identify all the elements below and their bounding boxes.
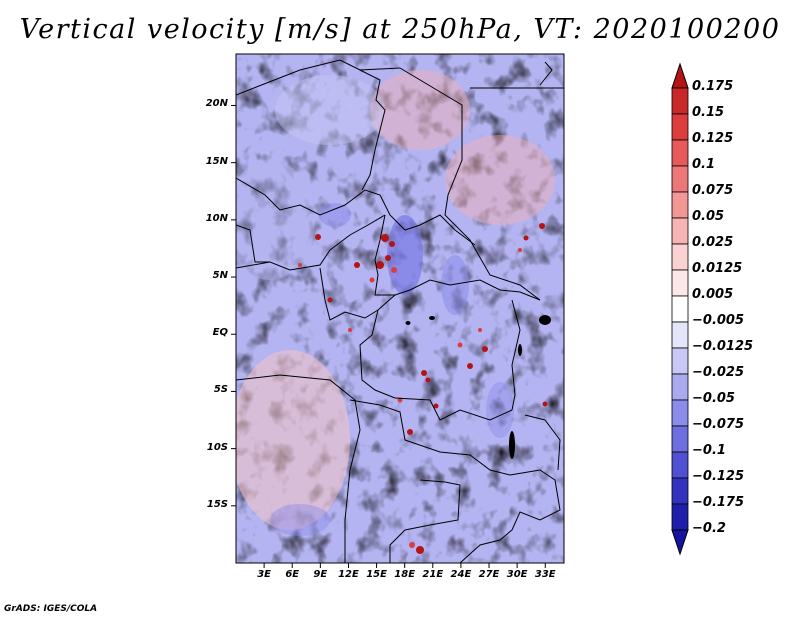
colorbar-top-arrow bbox=[671, 62, 689, 89]
x-tick-label: 30E bbox=[506, 569, 528, 580]
x-tick-label: 21E bbox=[422, 569, 444, 580]
x-tick-label: 18E bbox=[394, 569, 416, 580]
colorbar-swatch bbox=[671, 373, 689, 401]
colorbar-label: −0.0125 bbox=[692, 339, 754, 354]
colorbar-label: 0.125 bbox=[692, 131, 734, 146]
x-tick-label: 24E bbox=[450, 569, 472, 580]
x-tick-label: 33E bbox=[534, 569, 556, 580]
colorbar-swatch bbox=[671, 165, 689, 193]
colorbar-label: 0.15 bbox=[692, 105, 725, 120]
vertical-velocity-field bbox=[236, 54, 564, 563]
colorbar-label: 0.025 bbox=[692, 235, 734, 250]
chart-title: Vertical velocity [m/s] at 250hPa, VT: 2… bbox=[19, 14, 781, 45]
colorbar bbox=[671, 62, 689, 556]
colorbar-label: −0.005 bbox=[692, 313, 745, 328]
colorbar-label: 0.1 bbox=[692, 157, 716, 172]
y-tick-label: 10N bbox=[205, 212, 228, 224]
x-tick-label: 27E bbox=[478, 569, 500, 580]
x-tick-label: 9E bbox=[313, 569, 328, 580]
colorbar-label: −0.05 bbox=[692, 391, 735, 406]
colorbar-swatch bbox=[671, 451, 689, 479]
x-tick-label: 3E bbox=[257, 569, 271, 580]
map-frame bbox=[235, 53, 565, 564]
y-tick-label: 15S bbox=[206, 498, 228, 510]
colorbar-swatch bbox=[671, 321, 689, 349]
credit-text: GrADS: IGES/COLA bbox=[4, 604, 98, 614]
colorbar-label: −0.175 bbox=[692, 495, 745, 510]
colorbar-bottom-arrow bbox=[671, 529, 689, 556]
colorbar-swatch bbox=[671, 295, 689, 323]
colorbar-label: 0.0125 bbox=[692, 261, 743, 276]
x-tick-label: 15E bbox=[366, 569, 387, 580]
lakes bbox=[405, 315, 551, 459]
colorbar-swatch bbox=[671, 191, 689, 219]
y-tick-label: 5N bbox=[212, 270, 228, 282]
country-boundaries bbox=[236, 59, 564, 563]
colorbar-label: −0.125 bbox=[692, 469, 745, 484]
colorbar-label: 0.005 bbox=[692, 287, 734, 302]
colorbar-label: −0.025 bbox=[692, 365, 745, 380]
colorbar-swatch bbox=[671, 347, 689, 375]
y-tick-label: 10S bbox=[206, 441, 228, 453]
colorbar-label: 0.05 bbox=[692, 209, 725, 224]
colorbar-label: −0.075 bbox=[692, 417, 745, 432]
x-tick-label: 12E bbox=[338, 569, 359, 580]
y-tick-label: 20N bbox=[205, 98, 228, 110]
colorbar-swatch bbox=[671, 243, 689, 271]
colorbar-swatch bbox=[671, 477, 689, 505]
colorbar-label: −0.1 bbox=[692, 443, 726, 458]
y-tick-label: 5S bbox=[213, 384, 228, 396]
colorbar-swatch bbox=[671, 399, 689, 427]
colorbar-swatch bbox=[671, 139, 689, 167]
colorbar-label: −0.2 bbox=[692, 521, 726, 536]
colorbar-swatch bbox=[671, 269, 689, 297]
colorbar-label: 0.175 bbox=[692, 79, 734, 94]
colorbar-swatch bbox=[671, 503, 689, 531]
colorbar-swatch bbox=[671, 217, 689, 245]
x-tick-label: 6E bbox=[285, 569, 300, 580]
colorbar-swatch bbox=[671, 87, 689, 115]
y-tick-label: 15N bbox=[205, 155, 228, 167]
colorbar-swatch bbox=[671, 113, 689, 141]
colorbar-swatch bbox=[671, 425, 689, 453]
colorbar-label: 0.075 bbox=[692, 183, 734, 198]
y-tick-label: EQ bbox=[212, 327, 228, 339]
